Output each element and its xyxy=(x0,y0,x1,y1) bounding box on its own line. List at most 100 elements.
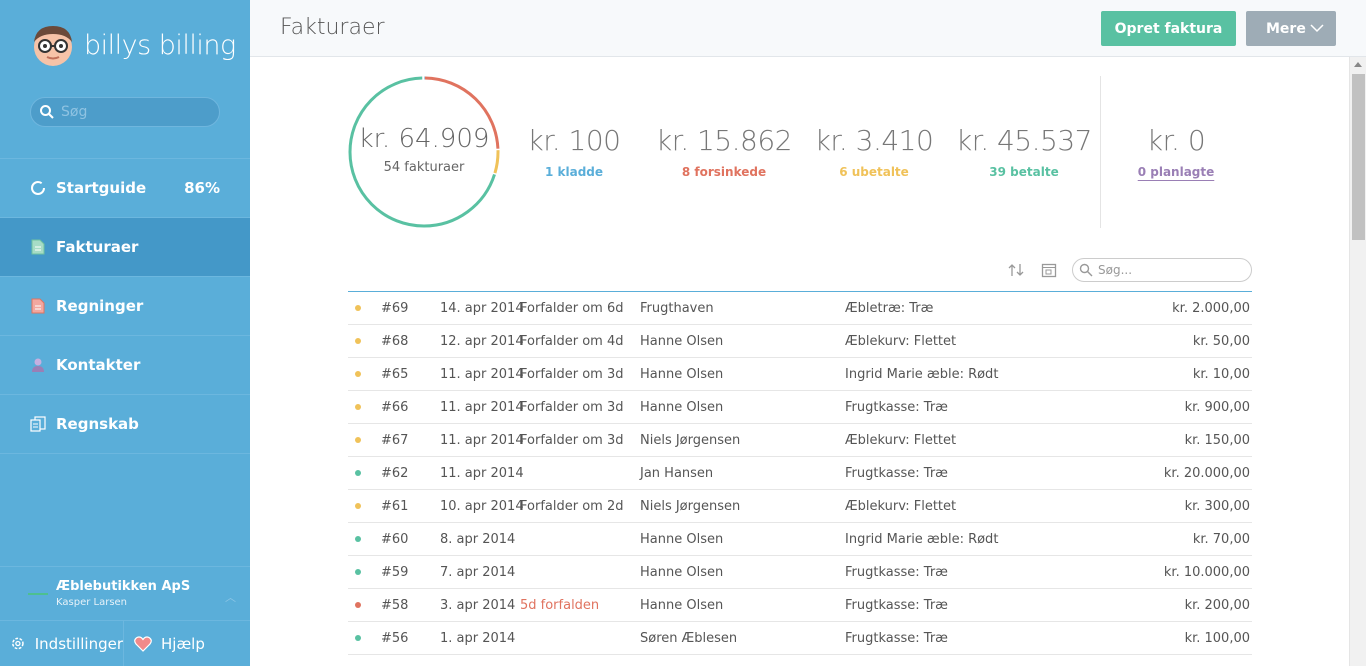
stat-unpaid[interactable]: kr. 3.410 6 ubetalte xyxy=(804,124,944,179)
invoice-customer: Hanne Olsen xyxy=(640,565,724,580)
startguide-progress: 86% xyxy=(184,179,220,197)
progress-ring-icon xyxy=(30,180,46,196)
invoice-number: #66 xyxy=(381,400,409,415)
invoice-row[interactable]: #68 12. apr 2014 Forfalder om 4d Hanne Olse… xyxy=(348,325,1252,358)
sidebar-item-regnskab[interactable]: Regnskab xyxy=(0,394,250,453)
status-dot xyxy=(355,437,361,443)
stat-paid[interactable]: kr. 45.537 39 betalte xyxy=(954,124,1094,179)
sidebar-item-kontakter[interactable]: Kontakter xyxy=(0,335,250,394)
invoice-row[interactable]: #69 14. apr 2014 Forfalder om 6d Frugthaven… xyxy=(348,292,1252,325)
stat-amount: kr. 0 xyxy=(1146,124,1206,157)
invoice-row[interactable]: #58 3. apr 2014 5d forfalden Hanne Olsen Fru… xyxy=(348,589,1252,622)
invoice-row[interactable]: #65 11. apr 2014 Forfalder om 3d Hanne Olse… xyxy=(348,358,1252,391)
invoice-row[interactable]: #61 10. apr 2014 Forfalder om 2d Niels Jørg… xyxy=(348,490,1252,523)
invoice-row[interactable]: #60 8. apr 2014 Hanne Olsen Ingrid Marie æb… xyxy=(348,523,1252,556)
stat-planned[interactable]: kr. 0 0 planlagte xyxy=(1106,124,1246,179)
invoice-description: Ingrid Marie æble: Rødt xyxy=(845,367,999,382)
invoice-date: 10. apr 2014 xyxy=(440,499,524,514)
sidebar-item-label: Fakturaer xyxy=(56,238,139,256)
invoice-number: #62 xyxy=(381,466,409,481)
invoice-number: #58 xyxy=(381,598,409,613)
invoice-customer: Niels Jørgensen xyxy=(640,499,741,514)
stat-amount: kr. 45.537 xyxy=(956,124,1092,157)
sidebar-search-input[interactable] xyxy=(61,104,211,120)
invoice-due-status: Forfalder om 2d xyxy=(520,499,624,514)
scrollbar-thumb[interactable] xyxy=(1352,74,1365,240)
invoice-number: #56 xyxy=(381,631,409,646)
invoice-amount: kr. 20.000,00 xyxy=(1163,466,1250,481)
invoice-amount: kr. 2.000,00 xyxy=(1172,301,1250,316)
invoice-date: 14. apr 2014 xyxy=(440,301,524,316)
sidebar-search[interactable] xyxy=(30,97,220,127)
page-header: Fakturaer Opret faktura Mere xyxy=(250,0,1366,57)
invoice-due-status: Forfalder om 6d xyxy=(520,301,624,316)
create-invoice-button[interactable]: Opret faktura xyxy=(1101,11,1236,46)
status-dot xyxy=(355,536,361,542)
status-dot xyxy=(355,635,361,641)
document-icon xyxy=(30,239,46,255)
status-dot xyxy=(355,338,361,344)
invoice-customer: Søren Æblesen xyxy=(640,631,738,646)
invoice-number: #60 xyxy=(381,532,409,547)
page-scrollbar[interactable] xyxy=(1349,57,1366,666)
invoice-amount: kr. 200,00 xyxy=(1184,598,1250,613)
brand[interactable]: billys billing xyxy=(30,22,236,68)
sidebar-item-regninger[interactable]: Regninger xyxy=(0,276,250,335)
person-icon xyxy=(30,357,46,373)
status-dot xyxy=(355,470,361,476)
search-icon xyxy=(40,105,54,119)
calendar-icon[interactable] xyxy=(1041,262,1057,282)
invoice-due-status: Forfalder om 3d xyxy=(520,367,624,382)
gear-icon xyxy=(12,637,24,650)
invoice-date: 11. apr 2014 xyxy=(440,466,524,481)
sidebar-item-fakturaer[interactable]: Fakturaer xyxy=(0,217,250,276)
invoice-number: #68 xyxy=(381,334,409,349)
invoice-row[interactable]: #66 11. apr 2014 Forfalder om 3d Hanne Olse… xyxy=(348,391,1252,424)
status-dot xyxy=(355,503,361,509)
invoice-date: 11. apr 2014 xyxy=(440,367,524,382)
donut-segment-kladde xyxy=(348,76,500,228)
invoice-status-donut: kr. 64.909 54 fakturaer xyxy=(348,76,500,228)
invoice-row[interactable]: #56 1. apr 2014 Søren Æblesen Frugtkasse: T… xyxy=(348,622,1252,655)
settings-button[interactable]: Indstillinger xyxy=(0,621,124,666)
invoice-description: Frugtkasse: Træ xyxy=(845,466,948,481)
invoice-due-status: Forfalder om 3d xyxy=(520,400,624,415)
invoice-customer: Hanne Olsen xyxy=(640,334,724,349)
invoice-due-status: 5d forfalden xyxy=(520,598,600,613)
invoice-description: Æblekurv: Flettet xyxy=(845,334,957,349)
sidebar-item-label: Kontakter xyxy=(56,356,141,374)
sidebar-item-label: Startguide xyxy=(56,179,147,197)
help-button[interactable]: Hjælp xyxy=(124,621,205,666)
sidebar: billys billing Startguide 86% Fakturaer xyxy=(0,0,250,666)
stat-label: 8 forsinkede xyxy=(681,165,767,179)
invoice-row[interactable]: #59 7. apr 2014 Hanne Olsen Frugtkasse: Træ… xyxy=(348,556,1252,589)
summary-divider xyxy=(1100,76,1101,228)
company-switcher[interactable]: Æblebutikken ApS Kasper Larsen ︿ xyxy=(0,566,250,620)
invoice-description: Frugtkasse: Træ xyxy=(845,598,948,613)
invoice-search-input[interactable] xyxy=(1098,263,1238,277)
stat-overdue[interactable]: kr. 15.862 8 forsinkede xyxy=(654,124,794,179)
scroll-up-arrow[interactable] xyxy=(1354,62,1362,67)
invoice-date: 1. apr 2014 xyxy=(440,631,516,646)
sidebar-item-startguide[interactable]: Startguide 86% xyxy=(0,158,250,217)
invoice-description: Æblekurv: Flettet xyxy=(845,499,957,514)
brand-name: billys billing xyxy=(84,29,236,61)
invoice-number: #69 xyxy=(381,301,409,316)
status-dot xyxy=(355,404,361,410)
bill-icon xyxy=(30,298,46,314)
invoice-date: 12. apr 2014 xyxy=(440,334,524,349)
total-count: 54 fakturaer xyxy=(383,160,465,175)
status-dot xyxy=(355,371,361,377)
invoice-row[interactable]: #62 11. apr 2014 Jan Hansen Frugtkasse: Træ… xyxy=(348,457,1252,490)
sort-icon[interactable] xyxy=(1008,262,1024,282)
company-status-line xyxy=(28,593,48,595)
invoice-search[interactable] xyxy=(1072,258,1252,282)
more-menu-button[interactable]: Mere xyxy=(1246,11,1336,46)
invoice-description: Frugtkasse: Træ xyxy=(845,400,948,415)
invoice-amount: kr. 50,00 xyxy=(1192,334,1250,349)
invoice-table: #69 14. apr 2014 Forfalder om 6d Frugthaven… xyxy=(348,291,1252,655)
invoice-row[interactable]: #67 11. apr 2014 Forfalder om 3d Niels Jørg… xyxy=(348,424,1252,457)
stat-drafts[interactable]: kr. 100 1 kladde xyxy=(504,124,644,179)
invoice-amount: kr. 300,00 xyxy=(1184,499,1250,514)
more-label: Mere xyxy=(1266,20,1306,37)
